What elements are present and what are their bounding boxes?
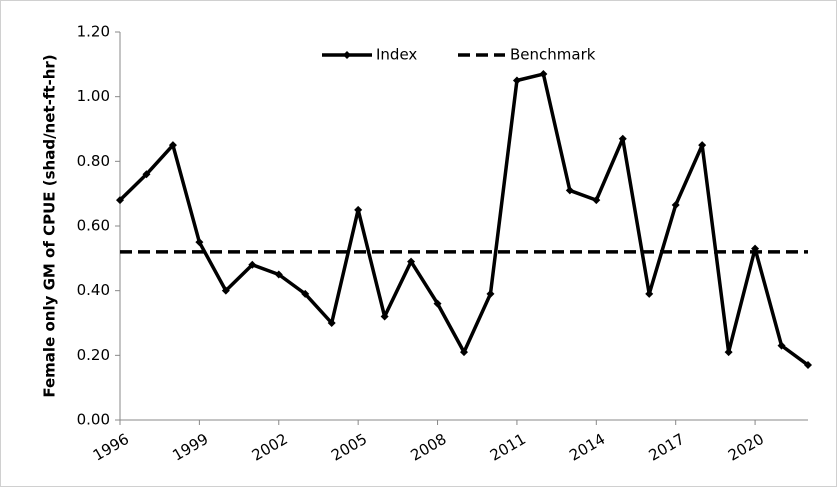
legend-marker: [343, 51, 351, 59]
marker: [645, 289, 654, 298]
y-tick-label: 1.20: [77, 23, 110, 41]
marker: [407, 257, 416, 266]
y-tick-label: 0.40: [77, 281, 110, 299]
marker: [168, 141, 177, 150]
legend-label: Benchmark: [510, 46, 596, 64]
legend-label: Index: [376, 46, 417, 64]
marker: [301, 289, 310, 298]
y-axis-label: Female only GM of CPUE (shad/net-ft-hr): [41, 54, 59, 397]
marker: [354, 205, 363, 214]
marker: [142, 170, 151, 179]
marker: [116, 196, 124, 205]
marker: [486, 289, 495, 298]
marker: [698, 141, 707, 150]
marker: [539, 70, 548, 79]
marker: [724, 348, 733, 357]
marker: [327, 319, 336, 327]
marker: [512, 76, 521, 85]
marker: [274, 270, 283, 279]
marker: [433, 299, 442, 308]
marker: [618, 134, 627, 143]
y-tick-label: 0.60: [77, 217, 110, 235]
marker: [592, 196, 601, 205]
marker: [777, 341, 786, 350]
marker: [671, 200, 680, 209]
y-tick-label: 0.20: [77, 346, 110, 364]
marker: [380, 312, 389, 321]
marker: [460, 348, 468, 357]
y-tick-label: 1.00: [77, 87, 110, 105]
marker: [195, 238, 204, 247]
marker: [248, 260, 257, 269]
marker: [565, 186, 574, 195]
marker: [804, 361, 812, 370]
y-tick-label: 0.00: [77, 411, 110, 429]
y-tick-label: 0.80: [77, 152, 110, 170]
marker: [221, 286, 230, 295]
